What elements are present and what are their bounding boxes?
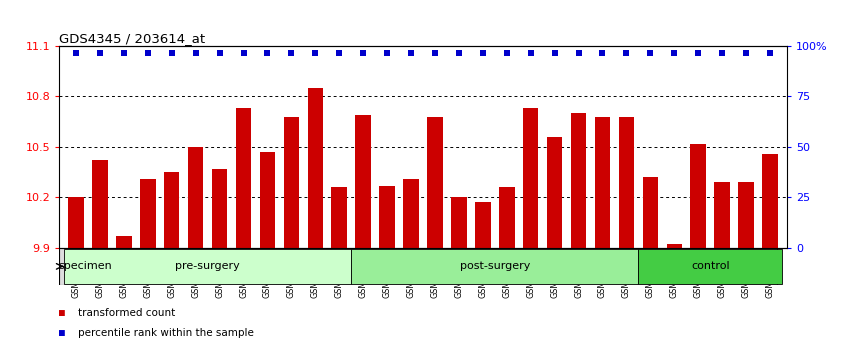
Bar xyxy=(739,182,754,248)
Point xyxy=(356,50,370,56)
Bar xyxy=(762,154,777,248)
Point xyxy=(189,50,202,56)
Text: specimen: specimen xyxy=(58,261,113,272)
Bar xyxy=(188,147,203,248)
Bar xyxy=(639,249,782,284)
Bar xyxy=(667,245,682,248)
Bar xyxy=(283,117,299,248)
Bar xyxy=(618,117,634,248)
Bar xyxy=(69,198,84,248)
Bar xyxy=(404,179,419,248)
Point xyxy=(93,50,107,56)
Point xyxy=(716,50,729,56)
Text: control: control xyxy=(691,261,729,272)
Point xyxy=(309,50,322,56)
Point xyxy=(572,50,585,56)
Bar xyxy=(714,182,730,248)
Point xyxy=(452,50,465,56)
Bar xyxy=(571,113,586,248)
Point xyxy=(524,50,537,56)
Bar xyxy=(499,187,514,248)
Bar xyxy=(523,108,538,248)
Bar xyxy=(690,144,706,248)
Point xyxy=(763,50,777,56)
Bar xyxy=(547,137,563,248)
Bar xyxy=(595,117,610,248)
Point xyxy=(284,50,298,56)
Point xyxy=(428,50,442,56)
Bar xyxy=(643,177,658,248)
Bar xyxy=(351,249,639,284)
Point xyxy=(261,50,274,56)
Point xyxy=(165,50,179,56)
Bar xyxy=(164,172,179,248)
Text: ■: ■ xyxy=(59,328,65,338)
Bar xyxy=(355,115,371,248)
Point xyxy=(596,50,609,56)
Point xyxy=(141,50,155,56)
Point xyxy=(117,50,130,56)
Text: percentile rank within the sample: percentile rank within the sample xyxy=(78,328,254,338)
Text: pre-surgery: pre-surgery xyxy=(175,261,240,272)
Text: GDS4345 / 203614_at: GDS4345 / 203614_at xyxy=(59,32,206,45)
Bar xyxy=(260,152,275,248)
Point xyxy=(739,50,753,56)
Bar xyxy=(332,187,347,248)
Bar xyxy=(308,88,323,248)
Point xyxy=(667,50,681,56)
Point xyxy=(619,50,633,56)
Point xyxy=(500,50,514,56)
Point xyxy=(404,50,418,56)
Point xyxy=(69,50,83,56)
Point xyxy=(381,50,394,56)
Bar xyxy=(92,160,107,248)
Point xyxy=(476,50,490,56)
Point xyxy=(332,50,346,56)
Bar xyxy=(64,249,351,284)
Bar xyxy=(379,185,395,248)
Point xyxy=(213,50,227,56)
Point xyxy=(691,50,705,56)
Text: transformed count: transformed count xyxy=(78,308,175,318)
Bar xyxy=(140,179,156,248)
Bar xyxy=(475,202,491,248)
Text: ■: ■ xyxy=(59,308,65,318)
Bar xyxy=(212,169,228,248)
Point xyxy=(237,50,250,56)
Bar xyxy=(236,108,251,248)
Text: post-surgery: post-surgery xyxy=(459,261,530,272)
Point xyxy=(644,50,657,56)
Point xyxy=(548,50,562,56)
Bar xyxy=(451,198,467,248)
Bar xyxy=(116,236,132,248)
Bar xyxy=(427,117,442,248)
